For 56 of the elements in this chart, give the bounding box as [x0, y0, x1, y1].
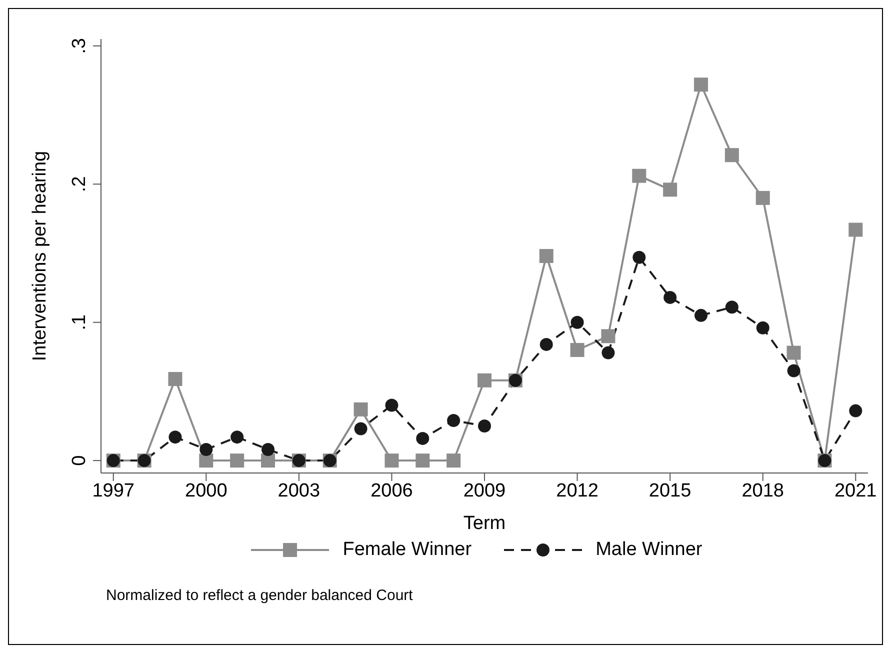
y-tick-label: .1 [69, 314, 90, 330]
point [787, 364, 800, 378]
point [602, 346, 615, 360]
point [385, 398, 398, 412]
point [447, 414, 460, 427]
x-tick-label: 2021 [834, 480, 877, 502]
point [756, 190, 770, 205]
point [416, 432, 430, 445]
point [849, 404, 862, 418]
point [384, 454, 399, 468]
point [632, 168, 646, 183]
point [724, 148, 739, 162]
point [199, 454, 214, 468]
point [786, 346, 801, 360]
point [632, 250, 646, 264]
y-axis-title: Interventions per hearing [30, 150, 51, 362]
point [416, 454, 430, 468]
point [200, 443, 213, 456]
x-tick-label: 2009 [463, 480, 506, 502]
point [663, 182, 678, 197]
point [725, 300, 738, 314]
point [478, 373, 492, 388]
point [230, 430, 244, 444]
point [570, 342, 584, 357]
y-tick-label: .3 [69, 38, 90, 54]
point [756, 321, 770, 334]
x-tick-label: 2012 [556, 480, 598, 502]
point [261, 454, 276, 468]
text: Normalized to reflect a gender balanced Court [106, 587, 414, 604]
y-tick-label: 0 [69, 455, 90, 466]
point [664, 290, 677, 304]
point [848, 222, 863, 237]
x-tick-label: 2018 [742, 480, 784, 502]
point [539, 249, 554, 263]
point [540, 338, 553, 351]
point [446, 454, 461, 468]
y-tick-label: .2 [69, 176, 90, 192]
point [694, 308, 708, 322]
point [601, 329, 616, 344]
point [168, 430, 182, 444]
point [694, 78, 708, 92]
point [230, 454, 244, 468]
point [354, 422, 368, 436]
legend-label: Male Winner [596, 539, 702, 561]
point [262, 443, 275, 456]
x-tick-label: 2003 [278, 480, 320, 502]
x-tick-label: 2015 [648, 480, 692, 502]
x-tick-label: 2006 [370, 480, 413, 502]
point [478, 420, 491, 433]
x-axis-title: Term [463, 513, 506, 534]
legend-label: Female Winner [342, 539, 472, 561]
x-tick-label: 1997 [92, 480, 135, 502]
point [354, 402, 368, 416]
point [168, 372, 182, 386]
x-tick-label: 2000 [185, 480, 228, 502]
point [570, 316, 584, 329]
